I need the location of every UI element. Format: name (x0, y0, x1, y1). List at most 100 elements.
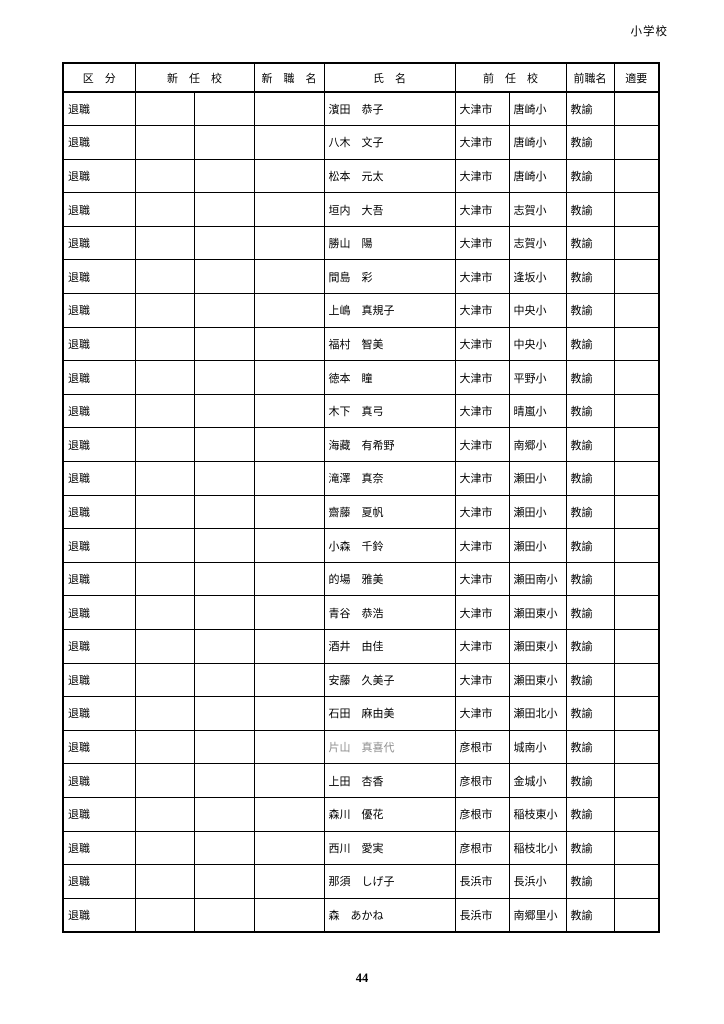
cell-prev-city: 大津市 (454, 91, 510, 127)
table-row: 退職 滝澤 真奈 大津市 瀬田小 教諭 (62, 461, 660, 496)
cell-new-title (253, 897, 325, 933)
cell-prev-school: 中央小 (508, 326, 567, 362)
cell-new-school-city (134, 326, 195, 362)
cell-category: 退職 (62, 360, 136, 395)
cell-prev-city: 大津市 (454, 629, 510, 664)
table-row: 退職 上田 杏香 彦根市 金城小 教諭 (62, 763, 660, 798)
table-row: 退職 那須 しげ子 長浜市 長浜小 教諭 (62, 864, 660, 899)
cell-new-school-city (134, 225, 195, 261)
cell-category: 退職 (62, 662, 136, 698)
cell-prev-title: 教諭 (565, 864, 615, 899)
cell-category: 退職 (62, 528, 136, 563)
cell-new-school (193, 427, 255, 463)
cell-new-school (193, 293, 255, 328)
cell-prev-school: 瀬田南小 (508, 561, 567, 597)
cell-prev-title: 教諭 (565, 729, 615, 765)
cell-new-school-city (134, 91, 195, 127)
cell-new-title (253, 461, 325, 496)
cell-new-school-city (134, 461, 195, 496)
cell-prev-city: 彦根市 (454, 763, 510, 798)
cell-new-school (193, 461, 255, 496)
cell-prev-school: 金城小 (508, 763, 567, 798)
cell-remarks (613, 293, 660, 328)
table-row: 退職 垣内 大吾 大津市 志賀小 教諭 (62, 192, 660, 227)
cell-new-school (193, 225, 255, 261)
cell-prev-title: 教諭 (565, 494, 615, 530)
cell-prev-school: 瀬田小 (508, 494, 567, 530)
cell-new-title (253, 729, 325, 765)
cell-name: 海藏 有希野 (323, 427, 456, 463)
cell-prev-school: 志賀小 (508, 225, 567, 261)
cell-new-school-city (134, 192, 195, 227)
cell-category: 退職 (62, 461, 136, 496)
cell-prev-school: 唐崎小 (508, 125, 567, 160)
cell-name: 森川 優花 (323, 796, 456, 832)
cell-name: 濱田 恭子 (323, 91, 456, 127)
cell-category: 退職 (62, 225, 136, 261)
cell-prev-city: 大津市 (454, 259, 510, 295)
cell-name: 間島 彩 (323, 259, 456, 295)
cell-prev-title: 教諭 (565, 192, 615, 227)
cell-new-title (253, 528, 325, 563)
cell-remarks (613, 125, 660, 160)
cell-category: 退職 (62, 259, 136, 295)
table-body: 退職 濱田 恭子 大津市 唐崎小 教諭 退職 八木 文子 大津市 唐崎小 教諭 退職 松本 元太 大津市… (62, 91, 660, 933)
cell-new-school (193, 326, 255, 362)
cell-prev-title: 教諭 (565, 528, 615, 563)
cell-prev-title: 教諭 (565, 696, 615, 731)
cell-new-title (253, 595, 325, 630)
personnel-table: 区 分 新 任 校 新 職 名 氏 名 前 任 校 前職名 適要 退職 濱田 恭子… (62, 62, 660, 933)
cell-new-school-city (134, 830, 195, 866)
header-row: 区 分 新 任 校 新 職 名 氏 名 前 任 校 前職名 適要 (62, 62, 660, 93)
cell-category: 退職 (62, 158, 136, 194)
cell-new-school-city (134, 125, 195, 160)
cell-new-school (193, 528, 255, 563)
cell-new-title (253, 360, 325, 395)
cell-prev-title: 教諭 (565, 360, 615, 395)
cell-remarks (613, 427, 660, 463)
cell-prev-school: 瀬田東小 (508, 595, 567, 630)
cell-new-title (253, 125, 325, 160)
cell-prev-city: 大津市 (454, 696, 510, 731)
table-row: 退職 的場 雅美 大津市 瀬田南小 教諭 (62, 561, 660, 597)
cell-new-school-city (134, 864, 195, 899)
cell-prev-title: 教諭 (565, 393, 615, 429)
cell-new-title (253, 561, 325, 597)
cell-prev-title: 教諭 (565, 629, 615, 664)
cell-category: 退職 (62, 729, 136, 765)
table-row: 退職 海藏 有希野 大津市 南郷小 教諭 (62, 427, 660, 463)
cell-new-title (253, 763, 325, 798)
cell-prev-city: 大津市 (454, 461, 510, 496)
cell-prev-title: 教諭 (565, 225, 615, 261)
cell-remarks (613, 729, 660, 765)
table-row: 退職 松本 元太 大津市 唐崎小 教諭 (62, 158, 660, 194)
section-label: 小学校 (630, 26, 668, 38)
cell-category: 退職 (62, 326, 136, 362)
cell-prev-title: 教諭 (565, 561, 615, 597)
table-row: 退職 森 あかね 長浜市 南郷里小 教諭 (62, 897, 660, 933)
table-row: 退職 福村 智美 大津市 中央小 教諭 (62, 326, 660, 362)
col-header-new-title: 新 職 名 (253, 62, 325, 93)
col-header-prev-school: 前 任 校 (454, 62, 567, 93)
cell-prev-school: 逢坂小 (508, 259, 567, 295)
cell-prev-school: 長浜小 (508, 864, 567, 899)
table-row: 退職 酒井 由佳 大津市 瀬田東小 教諭 (62, 629, 660, 664)
col-header-prev-title: 前職名 (565, 62, 615, 93)
cell-prev-title: 教諭 (565, 326, 615, 362)
cell-prev-school: 南郷里小 (508, 897, 567, 933)
cell-category: 退職 (62, 629, 136, 664)
cell-prev-city: 大津市 (454, 326, 510, 362)
cell-name: 上田 杏香 (323, 763, 456, 798)
cell-name: 的場 雅美 (323, 561, 456, 597)
cell-prev-school: 唐崎小 (508, 91, 567, 127)
cell-new-title (253, 91, 325, 127)
cell-prev-city: 大津市 (454, 561, 510, 597)
table-row: 退職 木下 真弓 大津市 晴嵐小 教諭 (62, 393, 660, 429)
cell-new-school (193, 897, 255, 933)
cell-category: 退職 (62, 393, 136, 429)
cell-new-title (253, 393, 325, 429)
cell-remarks (613, 192, 660, 227)
cell-new-title (253, 293, 325, 328)
page-number: 44 (355, 971, 369, 985)
cell-name: 那須 しげ子 (323, 864, 456, 899)
